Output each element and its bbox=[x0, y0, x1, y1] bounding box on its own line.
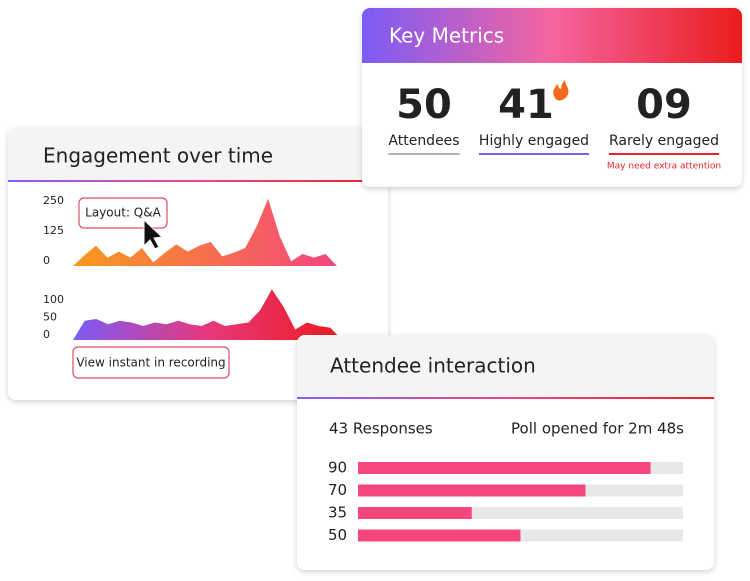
metric-label: Attendees bbox=[388, 133, 459, 149]
card-title: Attendee interaction bbox=[330, 354, 536, 378]
bar-label: 35 bbox=[328, 504, 347, 522]
metrics: 50 Attendees 41 Highly engaged 09 Rarely enga… bbox=[388, 82, 721, 172]
metric-underline bbox=[478, 153, 590, 155]
button[interactable] bbox=[72, 346, 230, 379]
metric-value: 50 bbox=[396, 82, 452, 128]
bar-label: 50 bbox=[328, 526, 347, 544]
header-rule bbox=[297, 397, 714, 399]
y-tick-label: 50 bbox=[43, 311, 57, 324]
y-tick-label: 100 bbox=[43, 293, 64, 306]
metric-underline bbox=[388, 153, 460, 155]
tooltip-text: Layout: Q&A bbox=[85, 206, 161, 220]
bar bbox=[358, 462, 651, 474]
responses: 43 Responses bbox=[329, 420, 433, 438]
bar-label: 70 bbox=[328, 481, 347, 499]
y-tick-label: 250 bbox=[43, 194, 64, 207]
card-header bbox=[8, 128, 388, 181]
cursor bbox=[143, 218, 164, 250]
card-header bbox=[297, 335, 714, 398]
bar bbox=[358, 529, 521, 542]
card-title: Engagement over time bbox=[43, 144, 273, 168]
metric-note: May need extra attention bbox=[607, 162, 721, 172]
metric-label: Rarely engaged bbox=[609, 133, 719, 149]
key-metrics-card: Key Metrics bbox=[362, 8, 742, 187]
recording-button[interactable]: View instant in recording bbox=[72, 346, 230, 379]
metric-value: 41 bbox=[498, 82, 554, 128]
y-tick-label: 125 bbox=[43, 224, 64, 237]
poll-time: Poll opened for 2m 48s bbox=[511, 420, 684, 438]
bar bbox=[358, 484, 586, 497]
tooltip: Layout: Q&A bbox=[78, 197, 168, 250]
metric-value: 09 bbox=[636, 82, 692, 128]
poll-bars: 90 70 35 50 bbox=[328, 459, 683, 544]
card-title: Key Metrics bbox=[389, 24, 504, 48]
area bbox=[73, 289, 342, 340]
fire-icon bbox=[553, 80, 569, 101]
area bbox=[73, 198, 337, 266]
card-header bbox=[362, 8, 742, 63]
y-tick-label: 0 bbox=[43, 328, 50, 341]
y-tick-label: 0 bbox=[43, 254, 50, 267]
bar-label: 90 bbox=[328, 459, 347, 477]
header-rule bbox=[8, 180, 388, 182]
engagement-charts: 0 125 250 0 50 100 bbox=[43, 194, 342, 341]
bar bbox=[358, 507, 472, 519]
metric-label: Highly engaged bbox=[479, 133, 589, 149]
button-label[interactable]: View instant in recording bbox=[76, 356, 225, 370]
metric-underline bbox=[608, 153, 720, 155]
